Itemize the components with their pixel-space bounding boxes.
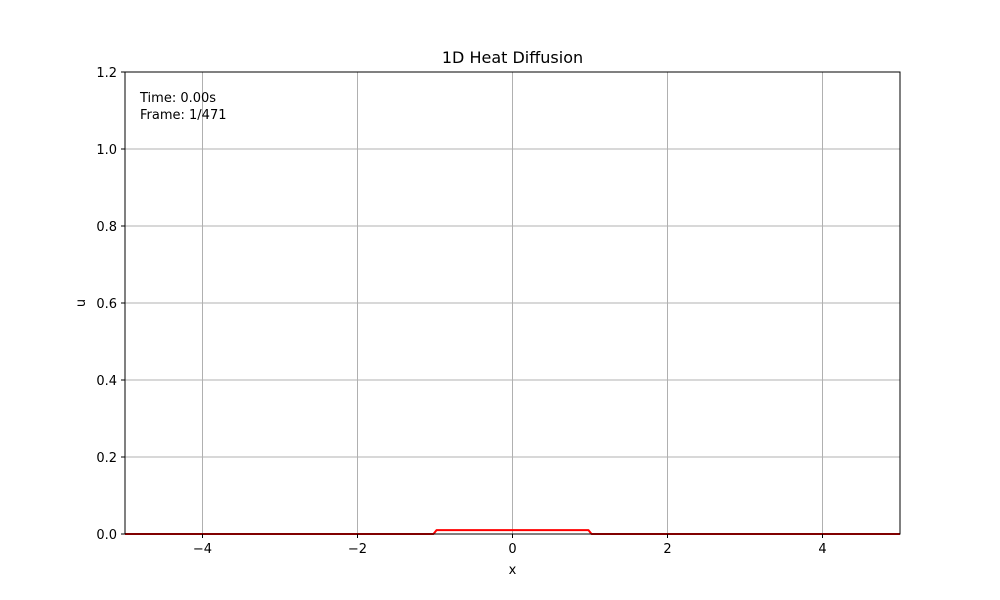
y-tick-label: 1.0	[96, 143, 117, 158]
x-axis-label: x	[509, 563, 517, 578]
y-tick-label: 0.8	[96, 220, 117, 235]
x-tick-label: −4	[193, 542, 212, 557]
y-tick-label: 0.4	[96, 374, 117, 389]
chart-title: 1D Heat Diffusion	[442, 48, 583, 67]
y-tick-label: 0.0	[96, 528, 117, 543]
y-tick-label: 1.2	[96, 66, 117, 81]
x-tick-label: 4	[818, 542, 826, 557]
grid-lines	[125, 71, 900, 535]
x-tick-label: 0	[508, 542, 516, 557]
frame-annotation: Frame: 1/471	[140, 108, 226, 123]
x-tick-label: −2	[348, 542, 367, 557]
y-axis-label: u	[74, 299, 89, 307]
axis-ticks: −4 −2 0 2 4 0.0 0.2 0.4 0.6 0.8 1.0 1.2	[96, 66, 826, 557]
time-annotation: Time: 0.00s	[139, 91, 216, 106]
y-tick-label: 0.2	[96, 451, 117, 466]
x-tick-label: 2	[663, 542, 671, 557]
y-tick-label: 0.6	[96, 297, 117, 312]
